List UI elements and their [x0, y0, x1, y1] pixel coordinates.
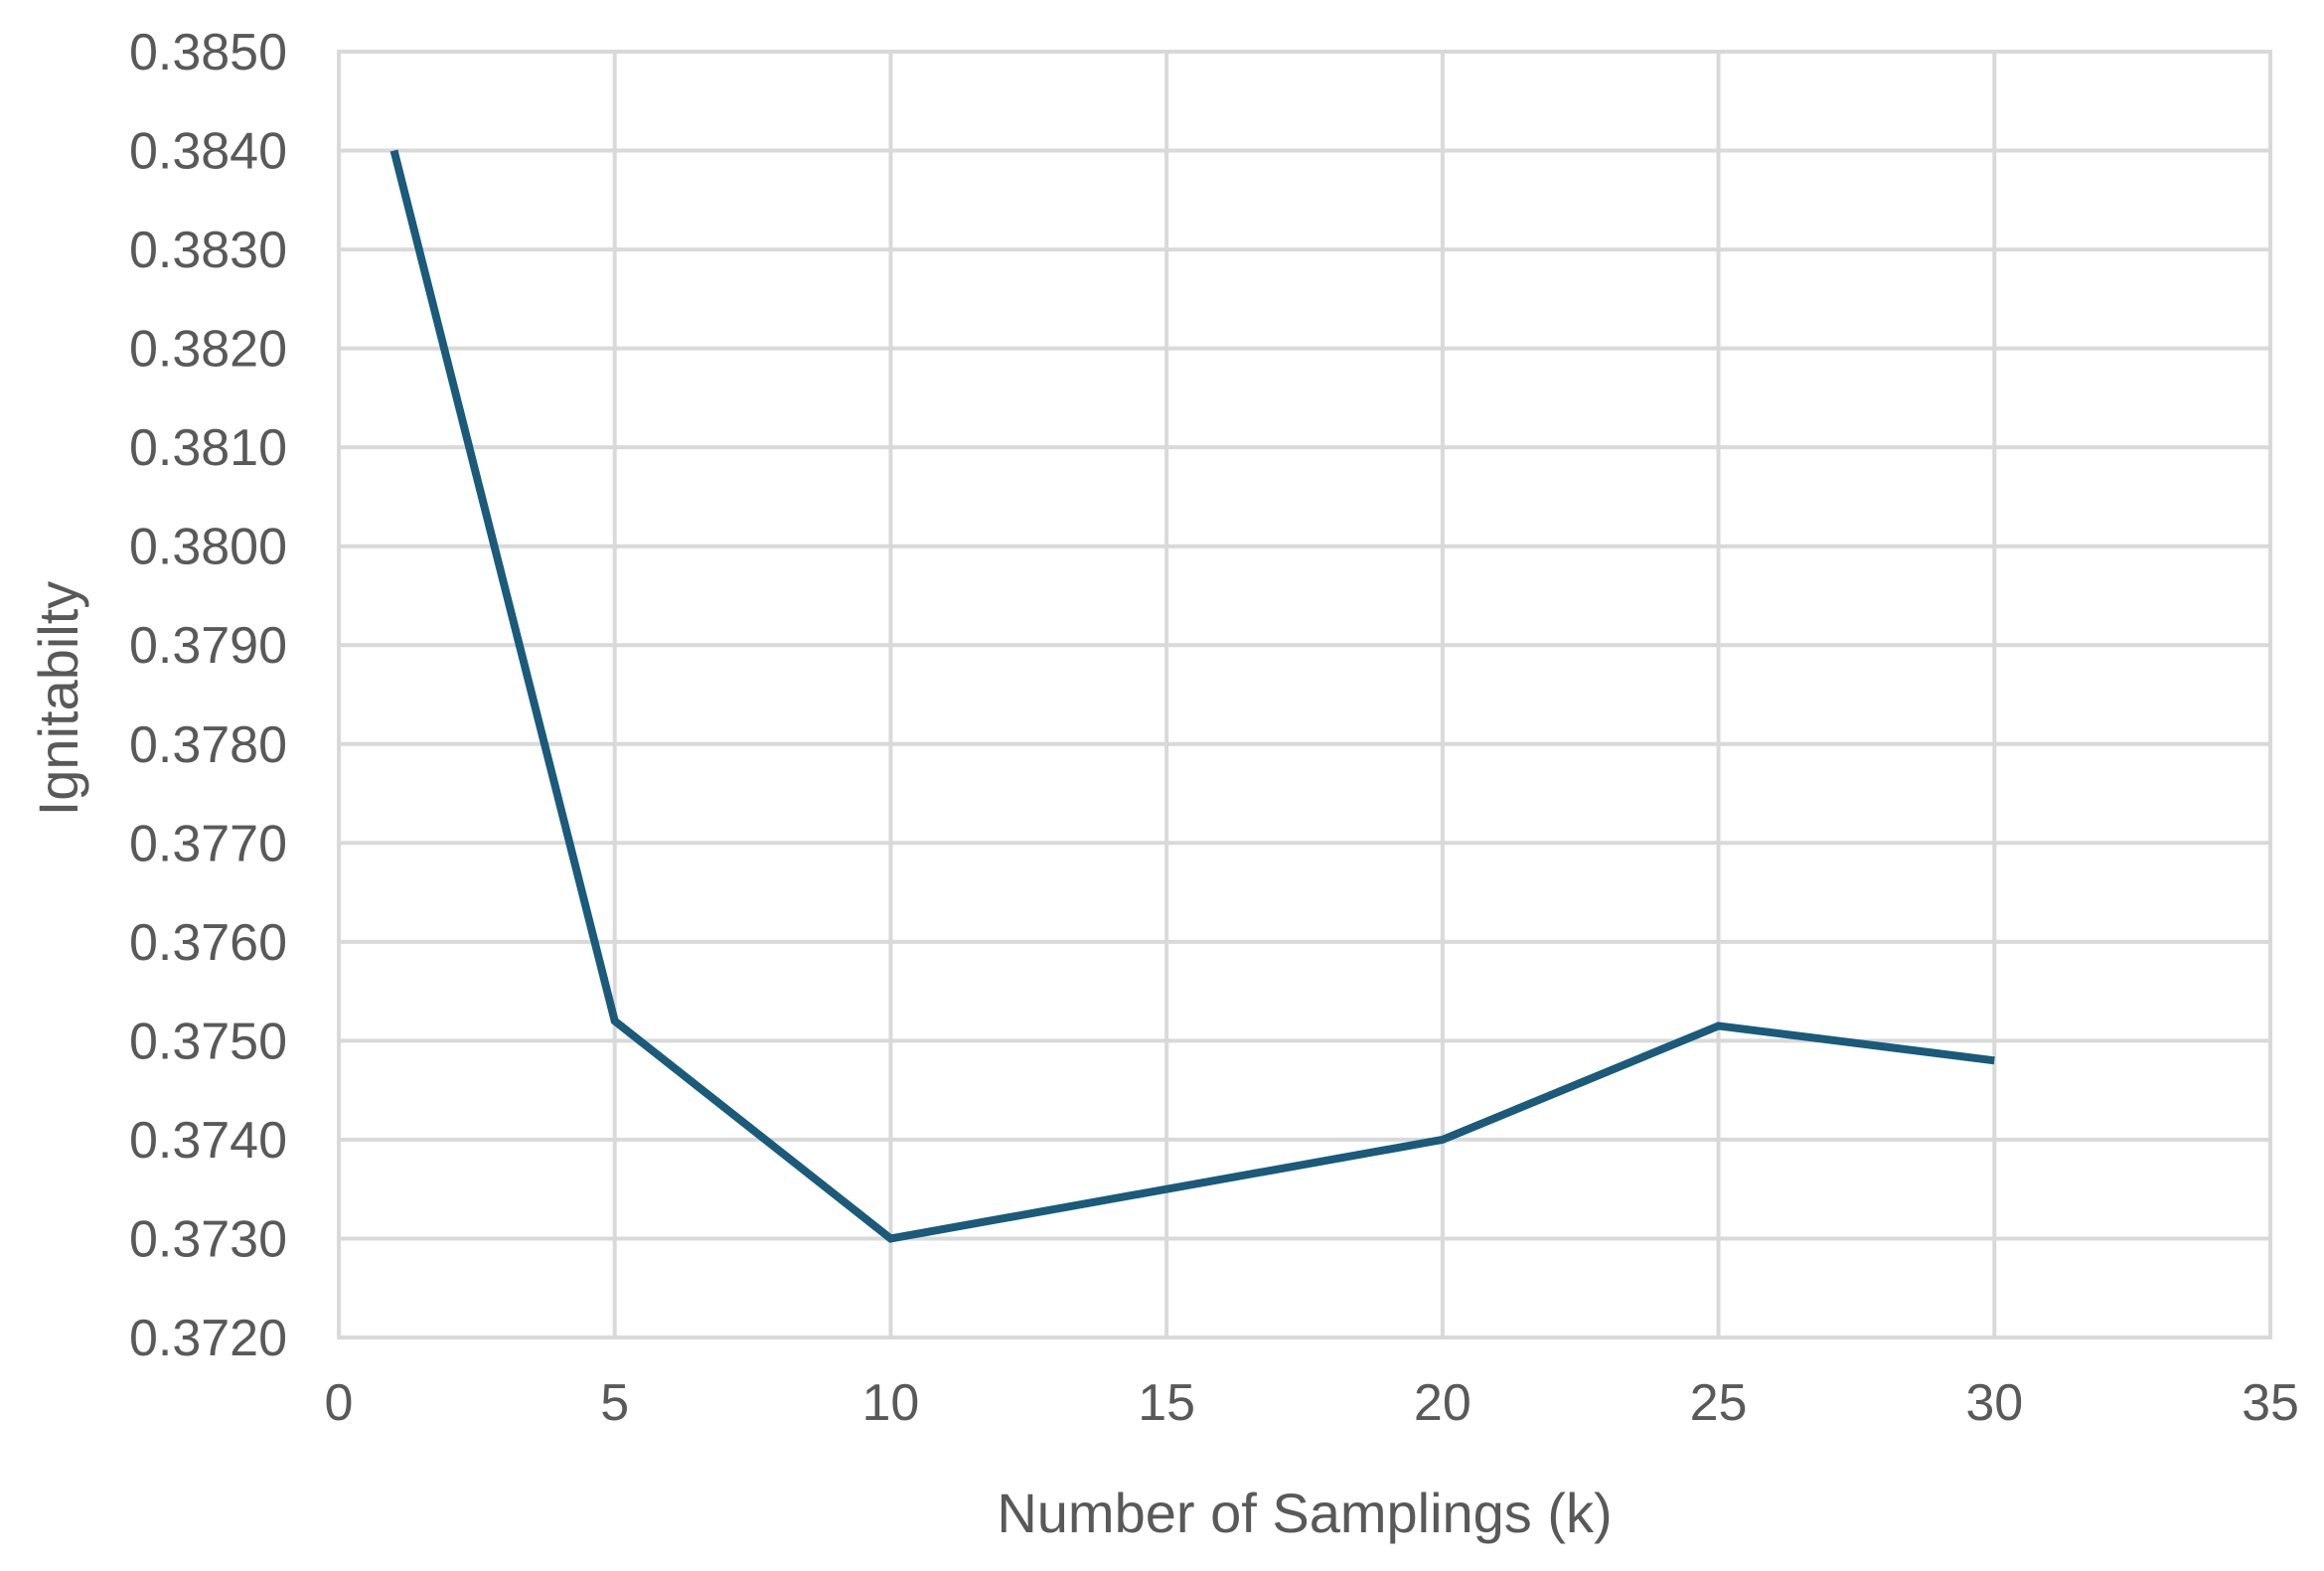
y-tick-label: 0.3720: [129, 1310, 287, 1367]
x-tick-label: 5: [600, 1374, 629, 1432]
y-tick-label: 0.3840: [129, 123, 287, 181]
x-tick-label: 25: [1690, 1374, 1748, 1432]
y-tick-label: 0.3780: [129, 716, 287, 774]
plot-area-border: [337, 50, 2272, 1339]
x-tick-label: 10: [862, 1374, 920, 1432]
series-layer: [389, 149, 1995, 1243]
y-tick-label: 0.3740: [129, 1112, 287, 1170]
x-tick-label: 20: [1414, 1374, 1472, 1432]
y-tick-label: 0.3820: [129, 321, 287, 379]
x-tick-label: 35: [2242, 1374, 2299, 1432]
y-tick-label: 0.3790: [129, 617, 287, 675]
y-tick-label: 0.3810: [129, 419, 287, 477]
y-axis-title: Ignitabilty: [27, 581, 89, 817]
x-tick-label: 15: [1138, 1374, 1195, 1432]
y-tick-label: 0.3800: [129, 519, 287, 576]
y-axis-tick-labels: 0.3720 0.3730 0.3740 0.3750 0.3760 0.3770 0.37…: [129, 24, 287, 1367]
x-tick-label: 0: [325, 1374, 354, 1432]
y-tick-label: 0.3760: [129, 914, 287, 972]
y-tick-label: 0.3750: [129, 1013, 287, 1070]
x-axis-title: Number of Samplings (k): [997, 1482, 1612, 1544]
x-tick-label: 30: [1965, 1374, 2023, 1432]
x-axis-tick-labels: 0 5 10 15 20 25 30 35: [325, 1374, 2299, 1432]
grid: [337, 50, 2272, 1339]
series-line: [389, 149, 1995, 1243]
y-tick-label: 0.3850: [129, 24, 287, 81]
y-tick-label: 0.3770: [129, 815, 287, 872]
y-tick-label: 0.3830: [129, 222, 287, 279]
y-tick-label: 0.3730: [129, 1210, 287, 1268]
